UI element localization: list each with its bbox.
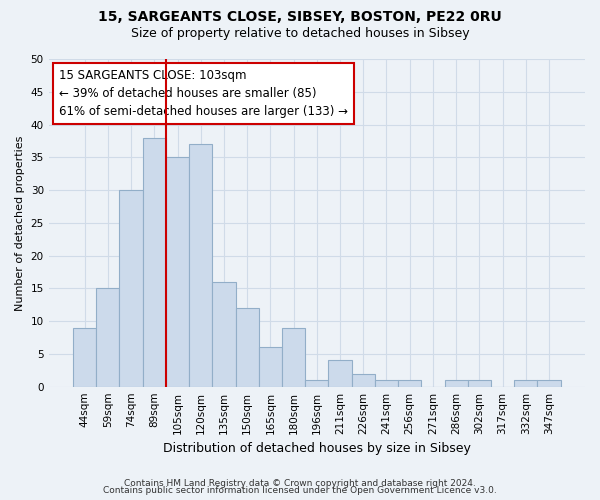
Bar: [189, 144, 212, 386]
Bar: [143, 138, 166, 386]
Bar: [212, 282, 236, 387]
Bar: [445, 380, 468, 386]
Bar: [538, 380, 560, 386]
Bar: [96, 288, 119, 386]
Bar: [352, 374, 375, 386]
Text: 15, SARGEANTS CLOSE, SIBSEY, BOSTON, PE22 0RU: 15, SARGEANTS CLOSE, SIBSEY, BOSTON, PE2…: [98, 10, 502, 24]
Text: Contains public sector information licensed under the Open Government Licence v3: Contains public sector information licen…: [103, 486, 497, 495]
Bar: [73, 328, 96, 386]
X-axis label: Distribution of detached houses by size in Sibsey: Distribution of detached houses by size …: [163, 442, 471, 455]
Y-axis label: Number of detached properties: Number of detached properties: [15, 135, 25, 310]
Bar: [119, 190, 143, 386]
Text: 15 SARGEANTS CLOSE: 103sqm
← 39% of detached houses are smaller (85)
61% of semi: 15 SARGEANTS CLOSE: 103sqm ← 39% of deta…: [59, 69, 349, 118]
Bar: [468, 380, 491, 386]
Bar: [514, 380, 538, 386]
Bar: [328, 360, 352, 386]
Bar: [259, 348, 282, 387]
Bar: [305, 380, 328, 386]
Bar: [375, 380, 398, 386]
Bar: [282, 328, 305, 386]
Text: Contains HM Land Registry data © Crown copyright and database right 2024.: Contains HM Land Registry data © Crown c…: [124, 478, 476, 488]
Bar: [236, 308, 259, 386]
Bar: [166, 158, 189, 386]
Text: Size of property relative to detached houses in Sibsey: Size of property relative to detached ho…: [131, 28, 469, 40]
Bar: [398, 380, 421, 386]
